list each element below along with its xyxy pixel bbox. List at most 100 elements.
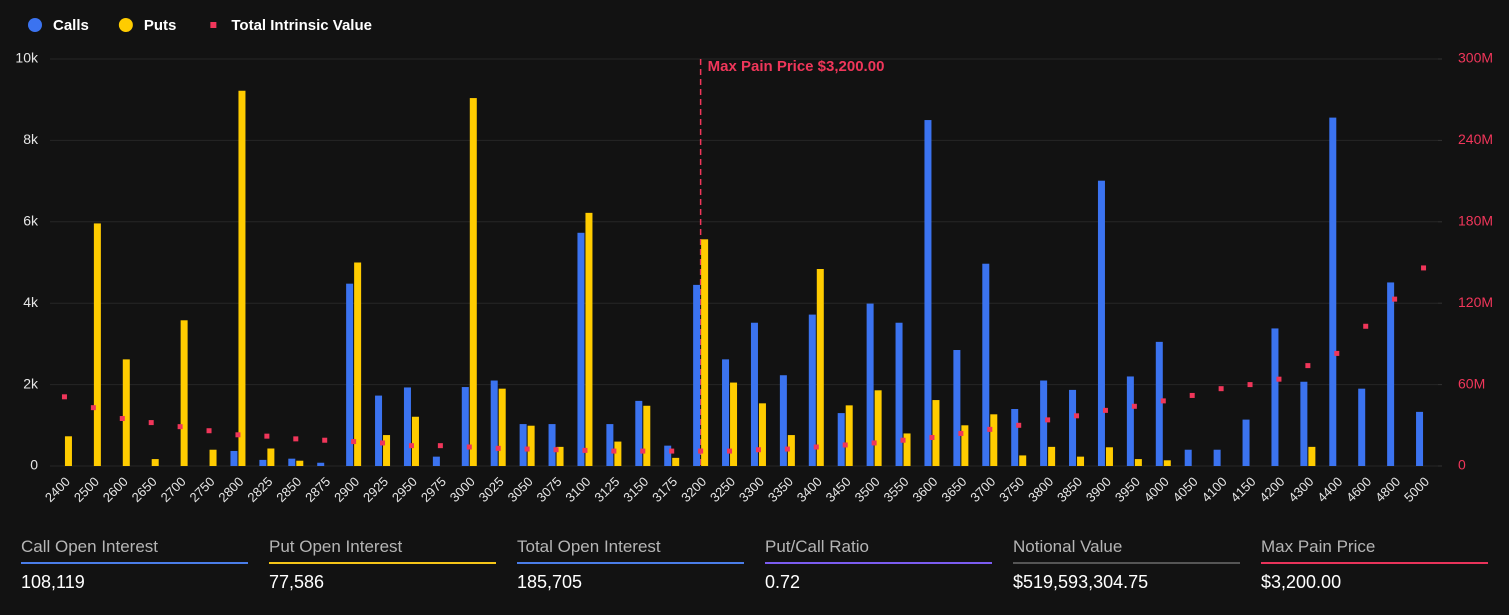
bar xyxy=(1308,446,1316,466)
bar xyxy=(1387,282,1395,466)
dot xyxy=(842,442,848,448)
x-tick-label: 2950 xyxy=(389,474,420,505)
bar xyxy=(953,350,961,466)
x-tick-label: 3400 xyxy=(794,474,825,505)
dot xyxy=(524,446,530,452)
stat-label: Call Open Interest xyxy=(21,537,159,556)
x-tick-label: 3750 xyxy=(996,474,1027,505)
dot xyxy=(900,437,906,443)
x-tick-label: 2825 xyxy=(244,474,275,505)
dot xyxy=(1247,382,1253,388)
dot xyxy=(495,445,501,451)
x-tick-label: 5000 xyxy=(1401,474,1432,505)
stat-label: Put/Call Ratio xyxy=(765,537,869,556)
x-tick-label: 2850 xyxy=(273,474,304,505)
dot xyxy=(1045,417,1051,423)
bar xyxy=(1329,117,1337,466)
x-tick-label: 3350 xyxy=(765,474,796,505)
x-tick-label: 4100 xyxy=(1199,474,1230,505)
x-tick-label: 2650 xyxy=(129,474,160,505)
bar xyxy=(346,283,354,466)
bar xyxy=(1242,419,1250,466)
dot xyxy=(61,394,67,400)
y-tick-label: 10k xyxy=(15,50,39,66)
y-tick-label: 8k xyxy=(23,131,39,147)
dot xyxy=(1131,403,1137,409)
bar xyxy=(230,450,238,466)
dot xyxy=(1102,407,1108,413)
bar xyxy=(606,424,614,466)
dot xyxy=(611,448,617,454)
x-tick-label: 3175 xyxy=(649,474,680,505)
bar xyxy=(288,458,296,466)
stat: Total Open Interest 185,705 xyxy=(517,532,765,593)
bar xyxy=(498,388,506,466)
x-tick-label: 4300 xyxy=(1285,474,1316,505)
bar xyxy=(93,223,101,466)
legend-label: Puts xyxy=(144,17,177,34)
bar xyxy=(577,232,585,466)
y2-tick-label: 180M xyxy=(1458,213,1493,229)
dot xyxy=(1363,323,1369,329)
bar xyxy=(932,400,940,466)
bar xyxy=(1040,380,1048,466)
x-tick-label: 2750 xyxy=(187,474,218,505)
stat-value: 108,119 xyxy=(21,572,85,592)
bar xyxy=(982,263,990,466)
bar xyxy=(1271,328,1279,466)
bar xyxy=(585,212,593,466)
dot xyxy=(813,444,819,450)
bar xyxy=(1097,180,1105,466)
dot xyxy=(1074,413,1080,419)
y2-tick-label: 120M xyxy=(1458,294,1493,310)
bar xyxy=(527,425,535,466)
y2-tick-label: 240M xyxy=(1458,131,1493,147)
dot xyxy=(1421,265,1427,271)
bar xyxy=(961,425,969,466)
bar xyxy=(614,441,622,466)
stat: Notional Value $519,593,304.75 xyxy=(1013,532,1261,593)
dot xyxy=(437,443,443,449)
stat-label: Notional Value xyxy=(1013,537,1123,556)
bar xyxy=(1069,389,1077,466)
stat-underline xyxy=(21,562,248,564)
x-tick-label: 2400 xyxy=(42,474,73,505)
dot xyxy=(553,447,559,453)
bar xyxy=(490,380,498,466)
x-tick-label: 3700 xyxy=(967,474,998,505)
stat-label: Max Pain Price xyxy=(1261,537,1376,556)
x-tick-label: 3125 xyxy=(591,474,622,505)
legend-label: Total Intrinsic Value xyxy=(231,17,372,34)
x-tick-label: 2600 xyxy=(100,474,131,505)
bar xyxy=(411,416,419,466)
dot xyxy=(1305,363,1311,369)
x-tick-label: 3650 xyxy=(938,474,969,505)
x-tick-label: 2975 xyxy=(418,474,449,505)
y-tick-label: 4k xyxy=(23,294,39,310)
bar xyxy=(895,322,903,466)
x-tick-label: 3075 xyxy=(534,474,565,505)
stat-underline xyxy=(517,562,744,564)
bar xyxy=(1358,388,1366,466)
x-tick-label: 4600 xyxy=(1343,474,1374,505)
bar xyxy=(1416,411,1424,466)
x-tick-label: 3000 xyxy=(447,474,478,505)
x-tick-label: 4200 xyxy=(1256,474,1287,505)
bar xyxy=(787,435,795,466)
stat: Max Pain Price $3,200.00 xyxy=(1261,532,1509,593)
bar xyxy=(556,446,564,466)
y-tick-label: 2k xyxy=(23,375,39,391)
bar xyxy=(548,424,556,466)
bar xyxy=(1011,409,1019,466)
bar xyxy=(722,359,730,466)
stat-value: 0.72 xyxy=(765,572,801,592)
dot xyxy=(784,446,790,452)
stat-underline xyxy=(269,562,496,564)
stat: Call Open Interest 108,119 xyxy=(21,532,269,593)
bar xyxy=(1300,381,1308,466)
dot xyxy=(582,447,588,453)
bar xyxy=(296,460,304,466)
bar xyxy=(672,457,680,466)
x-tick-label: 2800 xyxy=(215,474,246,505)
